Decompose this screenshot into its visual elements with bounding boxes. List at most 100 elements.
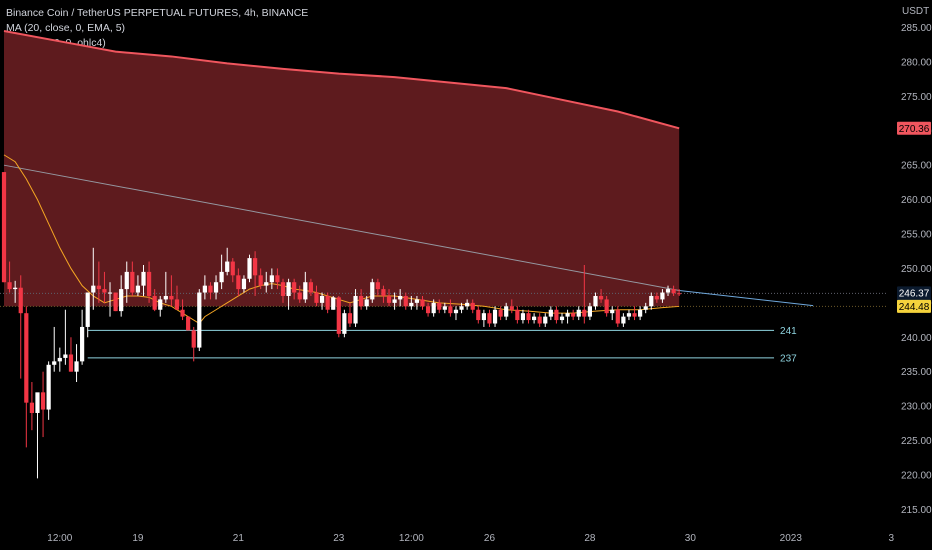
candle-body	[615, 309, 620, 324]
price-tag-bg	[897, 121, 931, 135]
candle-body	[336, 297, 341, 334]
candle-body	[342, 313, 347, 334]
candle-body	[68, 354, 74, 372]
twap-band	[3, 29, 680, 307]
price-tick-label: 230.00	[901, 402, 932, 413]
candle-body	[677, 293, 682, 295]
ma-indicator-label[interactable]: MA (20, close, 0, EMA, 5)	[6, 22, 126, 34]
candle-body	[85, 292, 90, 327]
candle-body	[492, 309, 498, 324]
price-axis[interactable]: 285.00280.00275.00270.00265.00260.00255.…	[901, 23, 932, 516]
candle-body	[264, 282, 269, 286]
price-tick-label: 235.00	[901, 367, 932, 378]
candle-body	[331, 297, 336, 310]
price-tick-label: 285.00	[901, 23, 932, 34]
candle-body	[571, 313, 576, 317]
projection-line	[679, 289, 814, 307]
candle-body	[520, 313, 526, 321]
candle-body	[40, 392, 46, 410]
candle-body	[158, 299, 163, 310]
candle-body	[124, 271, 129, 290]
candle-body	[548, 309, 553, 317]
candle-body	[481, 313, 486, 321]
candle-body	[1, 172, 7, 283]
candle-body	[465, 302, 470, 307]
candle-body	[353, 295, 358, 324]
candle-body	[559, 316, 565, 321]
candle-body	[241, 278, 247, 290]
candle-body	[554, 309, 559, 321]
price-tick-label: 240.00	[901, 333, 932, 344]
symbol-title: Binance Coin / TetherUS PERPETUAL FUTURE…	[6, 7, 309, 19]
candle-body	[632, 313, 637, 317]
band-area	[4, 30, 680, 307]
candle-body	[74, 361, 79, 372]
candle-body	[325, 295, 330, 310]
candle-body	[610, 309, 615, 314]
level-label-241: 241	[780, 326, 797, 337]
candle-body	[180, 309, 185, 317]
candle-body	[420, 299, 425, 307]
price-tag-value: 244.48	[899, 302, 930, 313]
candle-body	[13, 287, 18, 290]
candle-body	[280, 282, 286, 296]
price-tag-value: 246.37	[899, 288, 930, 299]
candle-body	[414, 299, 420, 303]
candle-body	[453, 309, 459, 314]
time-tick-label: 12:00	[47, 533, 72, 544]
price-tag-bg	[897, 299, 931, 313]
candle-body	[638, 309, 643, 317]
candle-body	[119, 289, 124, 312]
time-tick-label: 21	[233, 533, 245, 544]
price-tick-label: 255.00	[901, 230, 932, 241]
candle-body	[487, 313, 492, 324]
candle-body	[370, 282, 375, 300]
candle-body	[191, 330, 196, 348]
trend-line	[3, 164, 680, 291]
candle-body	[107, 292, 113, 294]
price-tick-label: 220.00	[901, 470, 932, 481]
candle-body	[102, 289, 107, 293]
candle-body	[253, 258, 258, 276]
price-tick-label: 225.00	[901, 436, 932, 447]
candle-body	[409, 302, 414, 307]
candle-body	[386, 295, 392, 303]
time-axis[interactable]: 12:00 19 21 23 12:00 26 28 30 2023 3	[47, 533, 894, 544]
candle-body	[437, 302, 442, 310]
candle-body	[225, 261, 230, 272]
band-upper-line	[3, 29, 680, 130]
candle-body	[470, 302, 475, 310]
time-tick-label: 12:00	[399, 533, 424, 544]
candle-body	[515, 309, 520, 321]
candle-body	[297, 292, 302, 300]
price-tick-label: 260.00	[901, 195, 932, 206]
candle-body	[135, 285, 141, 293]
candle-body	[57, 357, 62, 362]
candle-body	[152, 295, 157, 310]
candle-body	[46, 364, 51, 410]
candle-body	[459, 306, 464, 310]
candle-body	[604, 299, 609, 314]
candle-body	[665, 289, 671, 293]
level-label-237: 237	[780, 353, 797, 364]
candle-body	[24, 313, 29, 403]
price-tag-value: 270.36	[899, 124, 930, 135]
candle-body	[174, 299, 180, 310]
candle-body	[314, 292, 319, 303]
time-tick-label: 3	[888, 533, 894, 544]
candle-body	[626, 313, 632, 317]
candle-body	[80, 326, 85, 362]
price-tick-label: 280.00	[901, 57, 932, 68]
candle-body	[319, 295, 325, 303]
candle-body	[258, 275, 263, 286]
candle-body	[425, 306, 431, 314]
candle-body	[532, 316, 537, 321]
candle-body	[197, 292, 202, 348]
candle-body	[381, 289, 386, 296]
candle-body	[598, 295, 604, 300]
time-tick-label: 2023	[780, 533, 803, 544]
candle-body	[649, 295, 654, 307]
time-tick-label: 19	[132, 533, 144, 544]
